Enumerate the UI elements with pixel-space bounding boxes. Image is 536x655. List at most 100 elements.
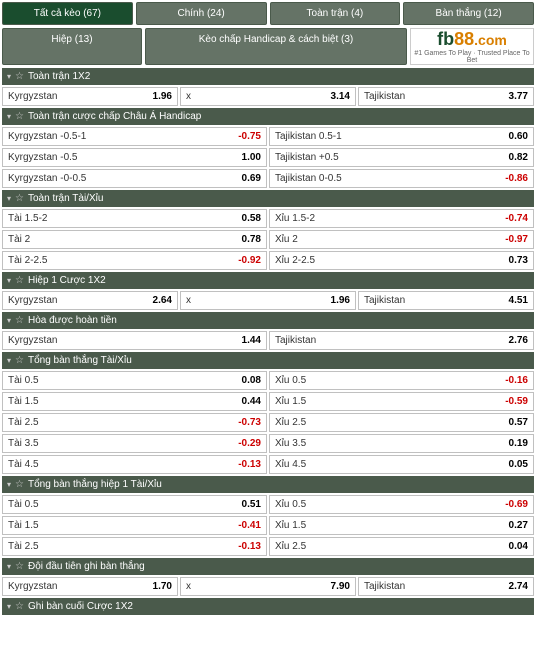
section-title: Đội đầu tiên ghi bàn thắng [28,561,145,572]
odds-value: 1.96 [331,295,350,306]
odds-value: 0.82 [509,152,528,163]
selection-label: x [186,581,191,592]
odds-cell[interactable]: Tài 1.50.44 [2,392,267,411]
odds-value: 7.90 [331,581,350,592]
star-icon: ☆ [15,479,24,490]
odds-value: 0.69 [242,173,261,184]
odds-cell[interactable]: Xỉu 2.50.04 [269,537,534,556]
selection-label: Tajikistan 0-0.5 [275,173,342,184]
odds-cell[interactable]: Xỉu 0.5-0.69 [269,495,534,514]
odds-cell[interactable]: Tài 0.50.08 [2,371,267,390]
odds-value: 0.05 [509,459,528,470]
market-section-header[interactable]: ▾☆Toàn trận 1X2 [2,68,534,85]
star-icon: ☆ [15,601,24,612]
odds-cell[interactable]: Kyrgyzstan1.44 [2,331,267,350]
market-section-header[interactable]: ▾☆Ghi bàn cuối Cược 1X2 [2,598,534,615]
chevron-down-icon: ▾ [7,562,11,571]
odds-cell[interactable]: Kyrgyzstan1.70 [2,577,178,596]
selection-label: Xỉu 3.5 [275,438,306,449]
selection-label: Kyrgyzstan [8,295,57,306]
market-section-header[interactable]: ▾☆Toàn trận Tài/Xỉu [2,190,534,207]
odds-value: 2.76 [509,335,528,346]
selection-label: Xỉu 2-2.5 [275,255,315,266]
odds-cell[interactable]: Tajikistan 0.5-10.60 [269,127,534,146]
odds-cell[interactable]: Tajikistan 0-0.5-0.86 [269,169,534,188]
odds-cell[interactable]: Tài 1.5 -0.41 [2,516,267,535]
odds-value: 0.73 [509,255,528,266]
odds-value: 2.64 [153,295,172,306]
filter-tab[interactable]: Chính (24) [136,2,267,25]
filter-tab[interactable]: Bàn thắng (12) [403,2,534,25]
odds-value: -0.92 [238,255,261,266]
odds-cell[interactable]: Xỉu 2.50.57 [269,413,534,432]
odds-cell[interactable]: Xỉu 1.5 0.27 [269,516,534,535]
chevron-down-icon: ▾ [7,602,11,611]
selection-label: Xỉu 2 [275,234,298,245]
odds-cell[interactable]: Xỉu 2-2.5 0.73 [269,251,534,270]
section-title: Hiệp 1 Cược 1X2 [28,275,106,286]
selection-label: Tài 1.5-2 [8,213,47,224]
filter-tab[interactable]: Kèo chấp Handicap & cách biệt (3) [145,28,407,65]
selection-label: Xỉu 1.5 [275,520,306,531]
odds-cell[interactable]: Tài 2.5-0.13 [2,537,267,556]
odds-value: -0.73 [238,417,261,428]
odds-cell[interactable]: Tajikistan2.74 [358,577,534,596]
odds-value: 3.77 [509,91,528,102]
odds-cell[interactable]: x3.14 [180,87,356,106]
odds-cell[interactable]: x 7.90 [180,577,356,596]
odds-value: -0.74 [505,213,528,224]
odds-cell[interactable]: Kyrgyzstan 2.64 [2,291,178,310]
filter-tab[interactable]: Hiệp (13) [2,28,142,65]
odds-cell[interactable]: Tajikistan2.76 [269,331,534,350]
selection-label: Tài 1.5 [8,520,39,531]
odds-cell[interactable]: Tajikistan4.51 [358,291,534,310]
odds-cell[interactable]: Xỉu 3.50.19 [269,434,534,453]
odds-cell[interactable]: Kyrgyzstan1.96 [2,87,178,106]
selection-label: Kyrgyzstan -0.5-1 [8,131,86,142]
odds-cell[interactable]: x1.96 [180,291,356,310]
market-section-header[interactable]: ▾☆Hiệp 1 Cược 1X2 [2,272,534,289]
odds-cell[interactable]: Xỉu 1.5-0.59 [269,392,534,411]
odds-cell[interactable]: Tài 1.5-20.58 [2,209,267,228]
market-section-header[interactable]: ▾☆Toàn trận cược chấp Châu Á Handicap [2,108,534,125]
star-icon: ☆ [15,355,24,366]
filter-tab[interactable]: Toàn trận (4) [270,2,401,25]
odds-value: 1.96 [153,91,172,102]
chevron-down-icon: ▾ [7,316,11,325]
chevron-down-icon: ▾ [7,356,11,365]
odds-cell[interactable]: Tajikistan +0.50.82 [269,148,534,167]
odds-cell[interactable]: Tài 20.78 [2,230,267,249]
market-section-header[interactable]: ▾☆Tổng bàn thắng hiệp 1 Tài/Xỉu [2,476,534,493]
filter-tab[interactable]: Tất cả kèo (67) [2,2,133,25]
odds-cell[interactable]: Kyrgyzstan -0.5-1-0.75 [2,127,267,146]
odds-cell[interactable]: Tài 0.50.51 [2,495,267,514]
market-section-header[interactable]: ▾☆Đội đầu tiên ghi bàn thắng [2,558,534,575]
selection-label: Tài 0.5 [8,375,39,386]
odds-cell[interactable]: Tajikistan3.77 [358,87,534,106]
odds-cell[interactable]: Tài 2.5-0.73 [2,413,267,432]
selection-label: Tài 0.5 [8,499,39,510]
selection-label: Tài 2 [8,234,30,245]
odds-cell[interactable]: Xỉu 4.50.05 [269,455,534,474]
odds-value: -0.97 [505,234,528,245]
chevron-down-icon: ▾ [7,194,11,203]
odds-cell[interactable]: Kyrgyzstan -0-0.50.69 [2,169,267,188]
market-section-header[interactable]: ▾ ☆ Tổng bàn thắng Tài/Xỉu [2,352,534,369]
chevron-down-icon: ▾ [7,480,11,489]
brand-logo: fb88.com#1 Games To Play · Trusted Place… [410,28,534,65]
selection-label: Xỉu 2.5 [275,417,306,428]
odds-cell[interactable]: Tài 2-2.5-0.92 [2,251,267,270]
selection-label: Kyrgyzstan [8,581,57,592]
section-title: Tổng bàn thắng Tài/Xỉu [28,355,132,366]
odds-value: 0.27 [509,520,528,531]
selection-label: Xỉu 1.5-2 [275,213,315,224]
odds-value: -0.41 [238,520,261,531]
odds-cell[interactable]: Xỉu 2 -0.97 [269,230,534,249]
selection-label: Xỉu 2.5 [275,541,306,552]
market-section-header[interactable]: ▾☆Hòa được hoàn tiền [2,312,534,329]
odds-cell[interactable]: Kyrgyzstan -0.51.00 [2,148,267,167]
odds-cell[interactable]: Xỉu 1.5-2 -0.74 [269,209,534,228]
odds-cell[interactable]: Tài 3.5-0.29 [2,434,267,453]
odds-cell[interactable]: Xỉu 0.5-0.16 [269,371,534,390]
odds-cell[interactable]: Tài 4.5-0.13 [2,455,267,474]
